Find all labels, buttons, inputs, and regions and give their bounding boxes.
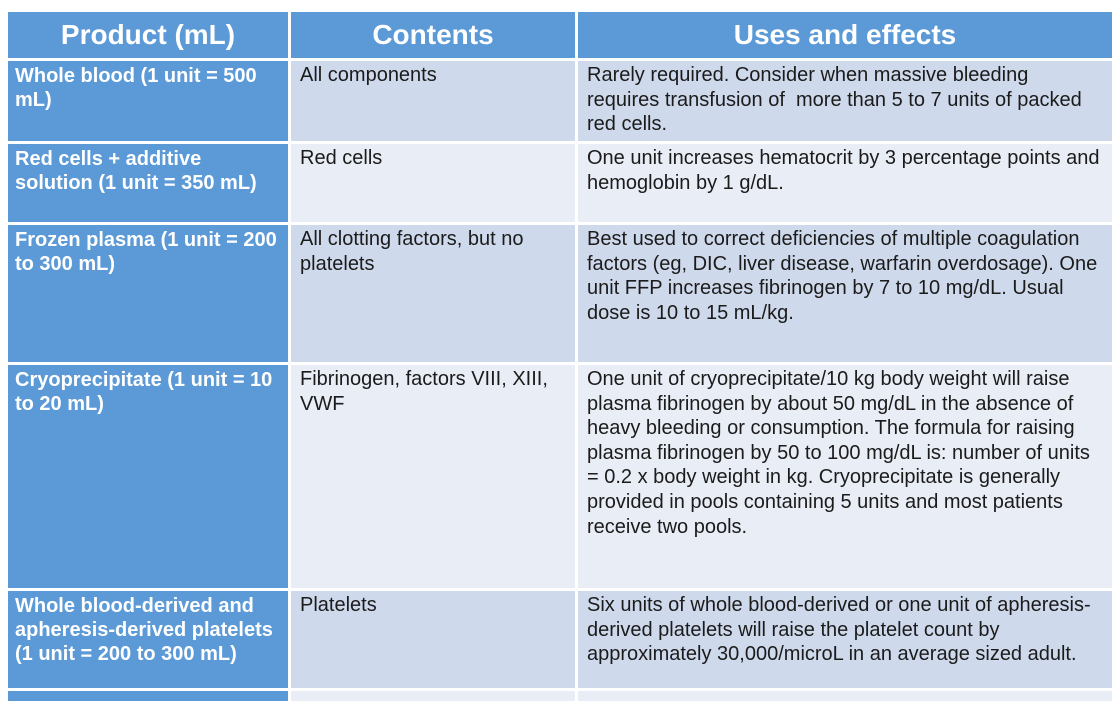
blood-products-table: Product (mL) Contents Uses and effects W… — [8, 12, 1112, 701]
product-cell: Red cells + additive solution (1 unit = … — [8, 144, 288, 222]
uses-cell: Six units of whole blood-derived or one … — [578, 591, 1112, 688]
product-cell: Whole blood (1 unit = 500 mL) — [8, 61, 288, 141]
product-cell: Whole blood-derived and apheresis-derive… — [8, 591, 288, 688]
header-product: Product (mL) — [8, 12, 288, 58]
product-cell: Frozen plasma (1 unit = 200 to 300 mL) — [8, 225, 288, 362]
product-cell: Cryoprecipitate (1 unit = 10 to 20 mL) — [8, 365, 288, 588]
contents-cell: Fibrinogen, factors VIII, XIII, VWF — [291, 365, 575, 588]
contents-cell-partial — [291, 691, 575, 701]
product-cell-partial — [8, 691, 288, 701]
uses-cell-partial — [578, 691, 1112, 701]
contents-cell: Platelets — [291, 591, 575, 688]
uses-cell: One unit increases hematocrit by 3 perce… — [578, 144, 1112, 222]
uses-cell: Rarely required. Consider when massive b… — [578, 61, 1112, 141]
contents-cell: Red cells — [291, 144, 575, 222]
uses-cell: Best used to correct deficiencies of mul… — [578, 225, 1112, 362]
contents-cell: All clotting factors, but no platelets — [291, 225, 575, 362]
uses-cell: One unit of cryoprecipitate/10 kg body w… — [578, 365, 1112, 588]
header-uses: Uses and effects — [578, 12, 1112, 58]
contents-cell: All components — [291, 61, 575, 141]
header-contents: Contents — [291, 12, 575, 58]
